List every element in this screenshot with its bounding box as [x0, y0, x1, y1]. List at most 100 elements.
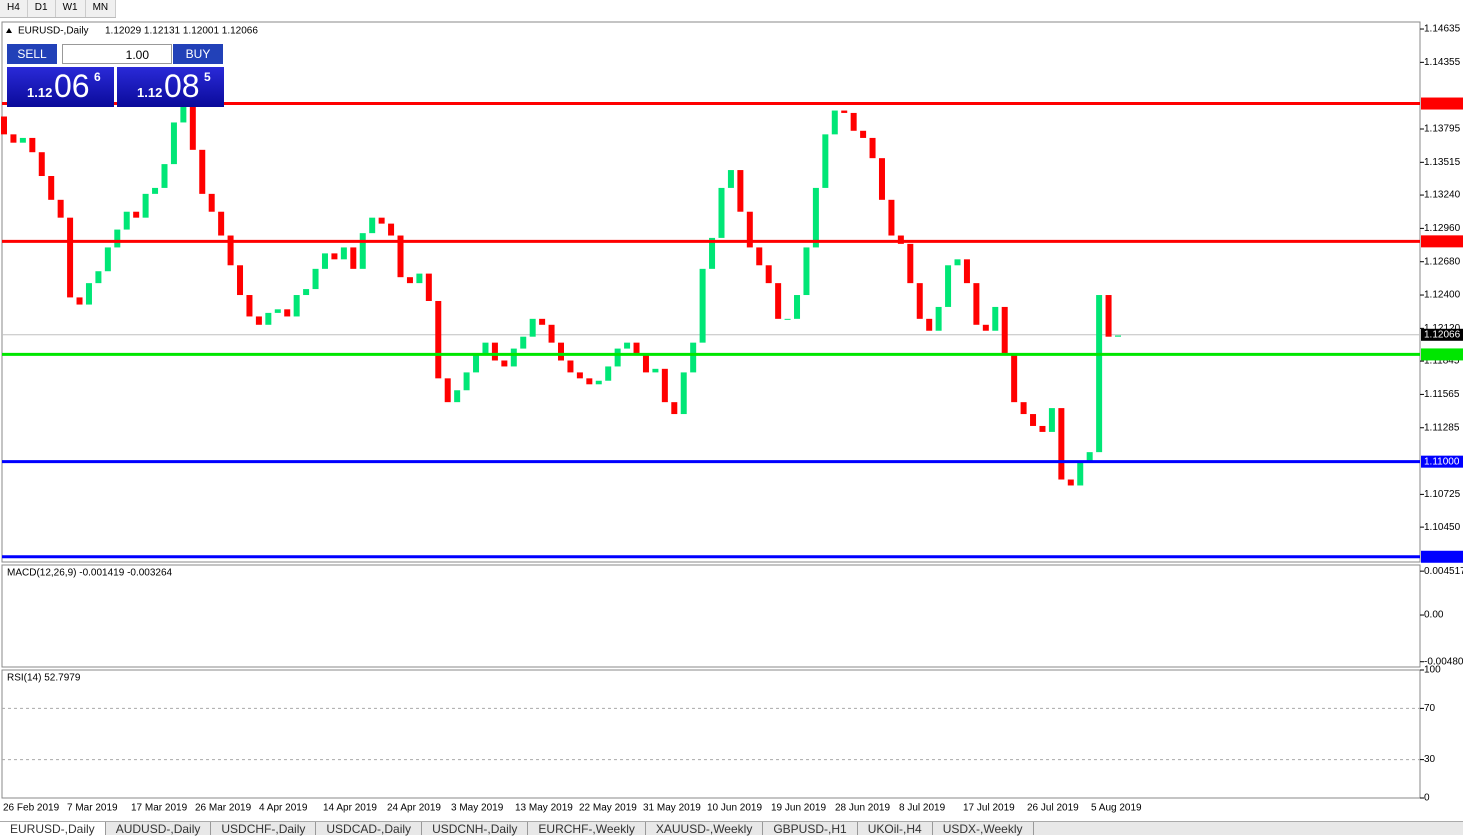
- candle: [633, 342, 640, 355]
- level-box: [1421, 97, 1463, 110]
- timeframe-button[interactable]: MN: [86, 0, 117, 17]
- candle: [133, 211, 140, 218]
- chart-tab[interactable]: EURUSD-,Daily: [0, 822, 106, 836]
- candle: [1096, 295, 1103, 453]
- level-box: [1421, 455, 1463, 468]
- candle: [378, 217, 385, 224]
- symbol-title: EURUSD-,Daily: [18, 26, 89, 37]
- candle: [123, 211, 130, 230]
- y-tick-label: -0.004806: [1424, 656, 1463, 667]
- candle: [642, 354, 649, 373]
- candle: [501, 360, 508, 367]
- chart-tab[interactable]: USDCHF-,Daily: [211, 822, 317, 836]
- y-tick-label: 1.14635: [1424, 24, 1461, 35]
- ask-price[interactable]: 1.12 08 5: [117, 67, 224, 107]
- candle: [170, 122, 177, 165]
- candle: [926, 318, 933, 331]
- timeframe-button[interactable]: D1: [28, 0, 56, 17]
- x-tick-label: 5 Aug 2019: [1091, 803, 1142, 814]
- chart-tab[interactable]: USDCNH-,Daily: [422, 822, 529, 836]
- candle: [652, 368, 659, 373]
- chart-tab[interactable]: USDX-,Weekly: [933, 822, 1034, 836]
- candle: [1020, 402, 1027, 415]
- candle: [208, 193, 215, 212]
- candle: [860, 130, 867, 138]
- x-tick-label: 10 Jun 2019: [707, 803, 762, 814]
- candle: [331, 253, 338, 260]
- candle: [67, 217, 74, 298]
- candle: [284, 309, 291, 317]
- level-box: [1421, 550, 1463, 563]
- candle: [737, 170, 744, 212]
- candle: [142, 193, 149, 218]
- chart-tabs: EURUSD-,Daily AUDUSD-,Daily USDCHF-,Daily U…: [0, 821, 1463, 836]
- chart-tab[interactable]: GBPUSD-,H1: [763, 822, 858, 836]
- candle: [973, 283, 980, 325]
- candle: [869, 137, 876, 159]
- candle: [595, 380, 602, 385]
- timeframe-button[interactable]: H4: [0, 0, 28, 17]
- chart-tab[interactable]: XAUUSD-,Weekly: [646, 822, 764, 836]
- candle: [491, 342, 498, 361]
- candle: [340, 247, 347, 260]
- candle: [265, 312, 272, 325]
- ohlc-header: 1.12029 1.12131 1.12001 1.12066: [105, 26, 258, 37]
- candle: [548, 324, 555, 343]
- x-tick-label: 8 Jul 2019: [899, 803, 946, 814]
- candle: [114, 229, 121, 248]
- chart-tab[interactable]: AUDUSD-,Daily: [106, 822, 212, 836]
- candle: [510, 348, 517, 367]
- candle: [794, 295, 801, 319]
- candle: [888, 199, 895, 236]
- candle: [161, 164, 168, 188]
- timeframe-bar: H4 D1 W1 MN: [0, 0, 117, 18]
- candle: [661, 368, 668, 403]
- candle: [699, 268, 706, 343]
- candle: [19, 137, 26, 143]
- y-tick-label: 1.10725: [1424, 489, 1461, 500]
- candle: [963, 259, 970, 284]
- chart-tab[interactable]: USDCAD-,Daily: [316, 822, 423, 836]
- candle: [1030, 414, 1037, 426]
- candle: [359, 233, 366, 269]
- x-tick-label: 3 May 2019: [451, 803, 504, 814]
- candle: [85, 283, 92, 305]
- y-tick-label: 1.12400: [1424, 290, 1461, 301]
- rsi-panel: [1, 669, 1421, 799]
- candle: [321, 253, 328, 269]
- y-tick-label: 1.12680: [1424, 256, 1461, 267]
- y-tick-label: 30: [1424, 754, 1436, 765]
- candle: [916, 283, 923, 319]
- candle: [189, 106, 196, 150]
- candle: [482, 342, 489, 355]
- candle: [907, 243, 914, 284]
- candle: [104, 247, 111, 272]
- candle: [812, 187, 819, 248]
- x-tick-label: 17 Mar 2019: [131, 803, 188, 814]
- bid-point: 6: [94, 70, 101, 84]
- candle: [29, 137, 36, 153]
- y-tick-label: 100: [1424, 665, 1441, 676]
- buy-button[interactable]: BUY: [173, 44, 223, 64]
- candle: [709, 237, 716, 269]
- timeframe-button[interactable]: W1: [56, 0, 86, 17]
- bid-price[interactable]: 1.12 06 6: [7, 67, 114, 107]
- candle: [180, 106, 187, 123]
- collapse-icon[interactable]: [6, 28, 12, 33]
- lots-input[interactable]: 1.00: [62, 44, 172, 64]
- candle: [218, 211, 225, 236]
- indicator-label: RSI(14) 52.7979: [7, 673, 81, 684]
- candle: [444, 378, 451, 403]
- chart-tab[interactable]: EURCHF-,Weekly: [528, 822, 646, 836]
- x-tick-label: 17 Jul 2019: [963, 803, 1015, 814]
- candle: [38, 152, 45, 177]
- candle: [1077, 461, 1084, 486]
- y-tick-label: 1.10450: [1424, 522, 1461, 533]
- candle: [1115, 335, 1121, 337]
- x-tick-label: 7 Mar 2019: [67, 803, 118, 814]
- y-tick-label: 1.12120: [1424, 323, 1461, 334]
- chart-tab[interactable]: UKOil-,H4: [858, 822, 933, 836]
- candle: [388, 223, 395, 236]
- sell-button[interactable]: SELL: [7, 44, 57, 64]
- candle: [671, 402, 678, 415]
